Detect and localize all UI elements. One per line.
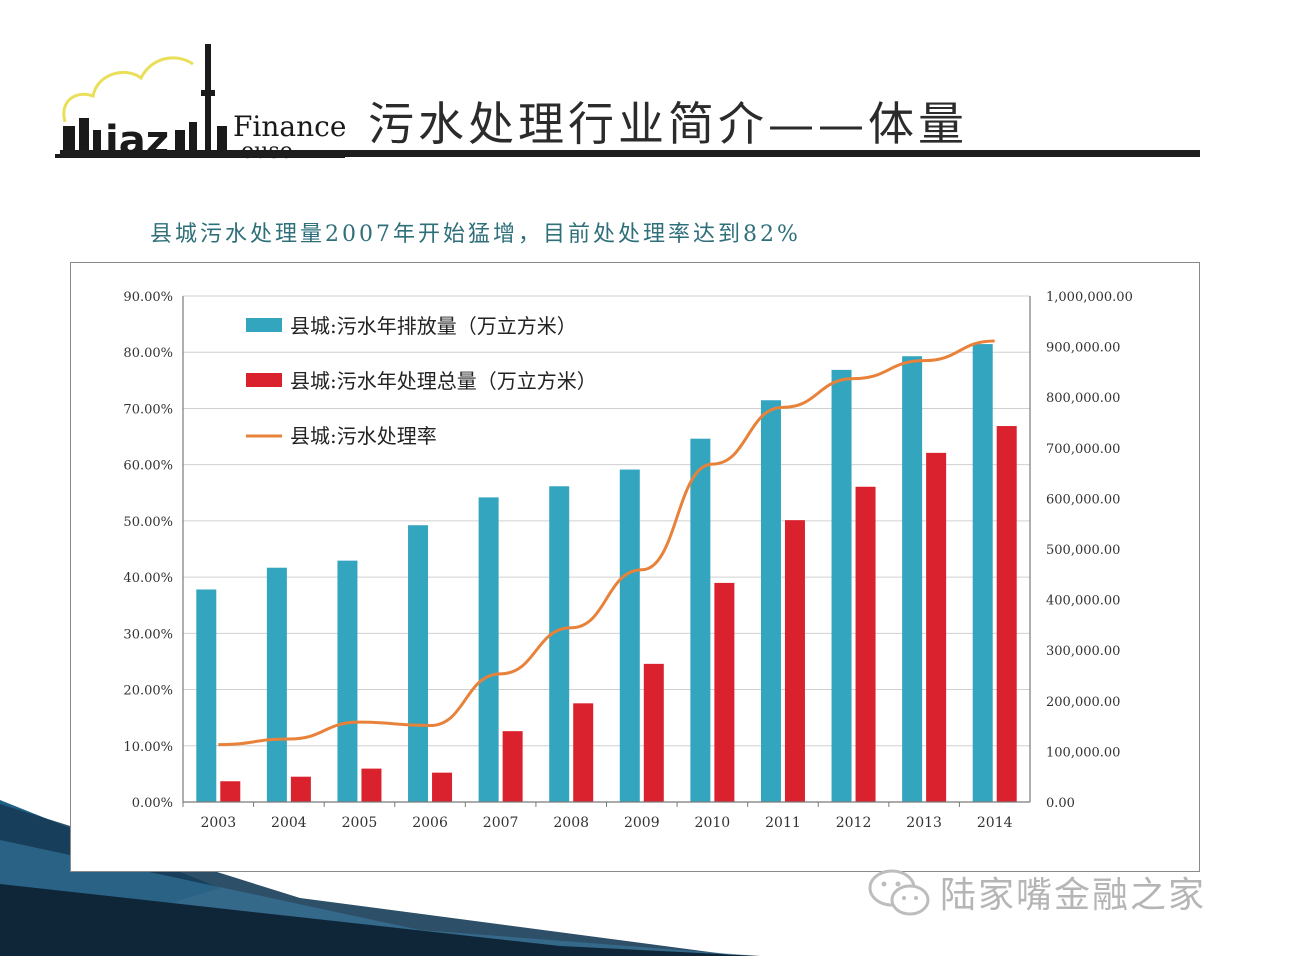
- x-tick-label: 2014: [977, 815, 1013, 831]
- y-left-tick-label: 50.00%: [123, 515, 173, 530]
- y-left-tick-label: 0.00%: [132, 796, 173, 811]
- y-right-tick-label: 0.00: [1046, 796, 1075, 811]
- bar-discharge: [408, 525, 429, 802]
- legend-swatch: [246, 318, 282, 332]
- slide-decoration: [0, 800, 760, 956]
- bar-treated: [502, 731, 523, 802]
- y-right-tick-label: 200,000.00: [1046, 695, 1120, 710]
- bar-discharge: [337, 560, 358, 802]
- x-tick-label: 2006: [412, 815, 448, 831]
- x-tick-label: 2004: [271, 815, 307, 831]
- bars: [196, 344, 1017, 802]
- bar-treated: [432, 772, 453, 802]
- bar-treated: [784, 520, 805, 802]
- chart-subtitle: 县城污水处理量2007年开始猛增，目前处处理率达到82%: [150, 222, 801, 247]
- bar-treated: [573, 703, 594, 802]
- x-tick-label: 2010: [695, 815, 731, 831]
- bar-treated: [361, 768, 382, 802]
- y-left-tick-label: 80.00%: [123, 346, 173, 361]
- bar-discharge: [902, 356, 923, 802]
- bar-treated: [643, 663, 664, 802]
- x-tick-label: 2007: [483, 815, 519, 831]
- x-tick-label: 2012: [836, 815, 872, 831]
- bar-discharge: [266, 567, 287, 802]
- watermark-text: 陆家嘴金融之家: [940, 875, 1207, 916]
- wechat-icon: [868, 869, 930, 916]
- gridlines: [183, 295, 1030, 747]
- page-title: 污水处理行业简介——体量: [368, 97, 968, 151]
- x-tick-label: 2013: [906, 815, 942, 831]
- y-right-tick-label: 100,000.00: [1046, 745, 1120, 760]
- y-right-tick-label: 700,000.00: [1046, 442, 1120, 457]
- bar-discharge: [760, 400, 781, 802]
- x-tick-label: 2011: [765, 815, 801, 831]
- y-right-tick-label: 400,000.00: [1046, 594, 1120, 609]
- y-left-tick-label: 30.00%: [123, 627, 173, 642]
- bar-treated: [714, 582, 735, 802]
- y-right-tick-label: 900,000.00: [1046, 341, 1120, 356]
- logo-cloud-arc: [62, 56, 194, 123]
- legend-label: 县城:污水年处理总量（万立方米）: [290, 369, 597, 393]
- x-tick-label: 2005: [342, 815, 378, 831]
- bar-treated: [855, 486, 876, 802]
- bar-discharge: [690, 438, 711, 802]
- legend-label: 县城:污水年排放量（万立方米）: [290, 314, 577, 338]
- legend-label: 县城:污水处理率: [290, 424, 437, 448]
- y-left-tick-label: 90.00%: [123, 290, 173, 305]
- x-tick-label: 2008: [553, 815, 589, 831]
- legend: 县城:污水年排放量（万立方米） 县城:污水年处理总量（万立方米） 县城:污水处理率: [246, 314, 597, 448]
- y-left-tick-label: 10.00%: [123, 740, 173, 755]
- y-right-tick-label: 600,000.00: [1046, 492, 1120, 507]
- y-left-tick-label: 70.00%: [123, 402, 173, 417]
- bar-treated: [926, 452, 947, 802]
- bar-discharge: [972, 344, 993, 802]
- x-tick-label: 2009: [624, 815, 660, 831]
- legend-swatch: [246, 373, 282, 387]
- y-right-tick-label: 800,000.00: [1046, 391, 1120, 406]
- rate-line: [218, 339, 995, 747]
- bar-discharge: [619, 469, 640, 802]
- title-divider: [60, 150, 1200, 157]
- bar-discharge: [831, 369, 852, 802]
- y-left-tick-label: 60.00%: [123, 459, 173, 474]
- bar-treated: [220, 781, 241, 802]
- y-right-tick-label: 500,000.00: [1046, 543, 1120, 558]
- bar-treated: [290, 776, 311, 802]
- logo-brand-text: Finance: [233, 110, 346, 143]
- y-right-tick-label: 1,000,000.00: [1046, 290, 1133, 305]
- bar-treated: [996, 426, 1017, 802]
- axes: 0.00% 10.00% 20.00% 30.00% 40.00% 50.00% 60.00…: [123, 290, 1132, 831]
- bar-discharge: [549, 486, 570, 802]
- series-line-rate: [218, 339, 995, 747]
- y-right-tick-label: 300,000.00: [1046, 644, 1120, 659]
- bar-discharge: [196, 589, 217, 802]
- y-left-tick-label: 40.00%: [123, 571, 173, 586]
- x-tick-label: 2003: [200, 815, 236, 831]
- bar-discharge: [478, 497, 499, 802]
- y-left-tick-label: 20.00%: [123, 684, 173, 699]
